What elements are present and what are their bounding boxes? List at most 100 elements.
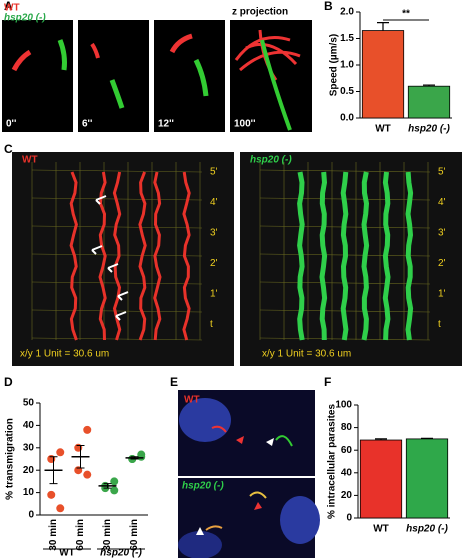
y-tick-label: 50 bbox=[23, 398, 35, 409]
nucleus bbox=[179, 398, 231, 442]
render-grid bbox=[31, 309, 203, 313]
x-tick-label: 60 min bbox=[129, 519, 140, 551]
label-wt: WT bbox=[4, 3, 20, 14]
time: 100'' bbox=[234, 119, 255, 130]
error-bar bbox=[421, 437, 433, 439]
z-tick-label: 1' bbox=[438, 289, 446, 300]
y-tick-label: 20 bbox=[341, 490, 353, 501]
panel-letter: B bbox=[324, 0, 333, 13]
y-tick-label: 1.5 bbox=[340, 33, 354, 44]
filament bbox=[319, 171, 328, 341]
time: 12'' bbox=[158, 119, 174, 130]
panel-letter: A bbox=[4, 0, 13, 13]
parasite bbox=[193, 58, 209, 97]
arrowhead bbox=[266, 438, 274, 446]
z-tick-label: 4' bbox=[438, 197, 446, 208]
filament bbox=[182, 171, 191, 341]
z-tick-label: 5' bbox=[438, 167, 446, 178]
y-tick-label: 40 bbox=[341, 467, 353, 478]
filament bbox=[98, 171, 107, 341]
point bbox=[74, 466, 83, 475]
filament bbox=[69, 171, 78, 341]
time: 6'' bbox=[82, 119, 92, 130]
label-mutant: hsp20 (-) bbox=[182, 481, 224, 492]
parasite bbox=[57, 39, 67, 71]
y-tick-label: 0.0 bbox=[340, 113, 354, 124]
label-wt: WT bbox=[22, 155, 38, 166]
y-tick-label: 0 bbox=[346, 513, 352, 524]
panel-letter: D bbox=[4, 375, 13, 389]
parasite bbox=[90, 42, 100, 59]
label-mutant: hsp20 (-) bbox=[250, 155, 292, 166]
point bbox=[83, 470, 92, 479]
arrow bbox=[115, 311, 127, 321]
parasite bbox=[275, 435, 293, 447]
arrowhead bbox=[236, 436, 244, 444]
image bbox=[2, 20, 73, 132]
point bbox=[56, 504, 65, 513]
render bbox=[240, 152, 462, 366]
z-tick-label: 4' bbox=[210, 197, 218, 208]
panel-letter: F bbox=[324, 375, 331, 389]
bar bbox=[407, 85, 451, 119]
x-tick-label: hsp20 (-) bbox=[408, 124, 450, 135]
point bbox=[137, 450, 146, 459]
point bbox=[74, 443, 83, 452]
arrow bbox=[107, 263, 119, 273]
label-wt: WT bbox=[184, 395, 200, 406]
point bbox=[83, 425, 92, 434]
y-tick-label: 60 bbox=[341, 445, 353, 456]
x-tick-label: 30 min bbox=[48, 519, 59, 551]
trails bbox=[234, 29, 301, 81]
x-tick-label: 30 min bbox=[102, 519, 113, 551]
label-mutant: hsp20 (-) bbox=[4, 13, 46, 24]
panel-e: WT hsp20 (-) bbox=[178, 390, 320, 558]
trail bbox=[260, 39, 292, 131]
error-bar bbox=[377, 22, 389, 31]
z-tick-label: 3' bbox=[210, 228, 218, 239]
x-tick-label: hsp20 (-) bbox=[406, 524, 448, 535]
scale: x/y 1 Unit = 30.6 um bbox=[262, 349, 351, 360]
group-label: WT bbox=[59, 548, 75, 558]
error-bar bbox=[423, 84, 435, 87]
render-grid bbox=[31, 169, 203, 173]
significance: ** bbox=[402, 9, 410, 20]
arrow bbox=[117, 291, 129, 301]
filament bbox=[153, 171, 162, 341]
z-tick-label: 3' bbox=[438, 228, 446, 239]
error-bar bbox=[375, 438, 387, 441]
point bbox=[47, 455, 56, 463]
point bbox=[110, 477, 119, 486]
parasite bbox=[205, 525, 223, 531]
parasite bbox=[249, 491, 267, 499]
parasite bbox=[211, 425, 227, 433]
parasite bbox=[11, 49, 32, 72]
render-grid bbox=[31, 253, 203, 257]
arrowhead bbox=[196, 527, 204, 535]
time: 0'' bbox=[6, 119, 16, 130]
y-tick-label: 80 bbox=[341, 422, 353, 433]
y-tick-label: 2.0 bbox=[340, 7, 354, 18]
point bbox=[56, 448, 65, 457]
y-tick-label: 30 bbox=[23, 442, 35, 453]
x-tick-label: WT bbox=[373, 524, 389, 535]
render-grid bbox=[259, 169, 431, 173]
y-axis-label: % intracellular parasites bbox=[327, 404, 338, 519]
bar bbox=[361, 30, 405, 119]
y-tick-label: 100 bbox=[335, 400, 352, 411]
filament bbox=[361, 171, 370, 341]
filament bbox=[138, 171, 147, 341]
point bbox=[110, 486, 119, 495]
filament bbox=[297, 171, 305, 341]
group-label: hsp20 (-) bbox=[100, 548, 142, 558]
y-tick-label: 1.0 bbox=[340, 60, 354, 71]
z-tick-label: 5' bbox=[210, 167, 218, 178]
y-tick-label: 0 bbox=[28, 510, 34, 521]
panel-letter: C bbox=[4, 142, 13, 156]
panel-c: WT hsp20 (-) x/y 1 Unit = 30.6 um x/y 1 … bbox=[12, 152, 462, 366]
z-tick-label: 1' bbox=[210, 289, 218, 300]
z-tick-label: 2' bbox=[210, 258, 218, 269]
z-tick-label: t bbox=[438, 319, 441, 330]
y-axis-label: Speed (µm/s) bbox=[329, 34, 340, 96]
